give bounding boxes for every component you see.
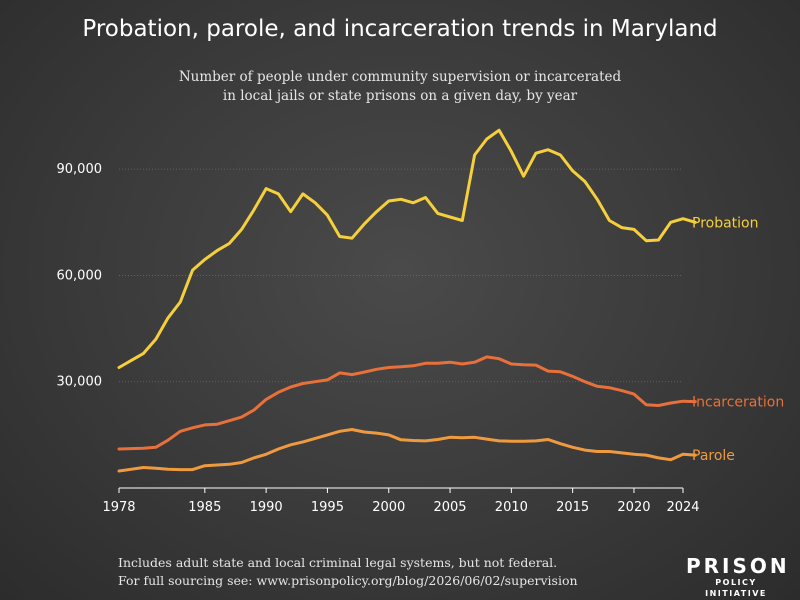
- x-tick-label: 1990: [250, 500, 283, 515]
- gridlines: [119, 168, 683, 383]
- series-line-parole: [117, 428, 697, 473]
- x-tick-label: 1985: [188, 500, 221, 515]
- series-label-incarceration: Incarceration: [692, 395, 784, 411]
- x-tick-label: 2005: [433, 500, 466, 515]
- series-line-incarceration: [117, 355, 697, 451]
- subtitle-line-1: Number of people under community supervi…: [178, 69, 622, 85]
- subtitle-line-2: in local jails or state prisons on a giv…: [222, 88, 578, 104]
- y-tick-label: 60,000: [57, 268, 103, 283]
- chart-subtitle: Number of people under community supervi…: [0, 68, 800, 106]
- footer-source: For full sourcing see: www.prisonpolicy.…: [118, 573, 578, 588]
- axes: 30,000 60,000 90,000 1978 1985 1990 1995 2000 20…: [57, 162, 700, 515]
- series-label-probation: Probation: [692, 215, 759, 231]
- x-tick-label: 2020: [617, 500, 650, 515]
- series-label-parole: Parole: [692, 448, 735, 464]
- x-tick-label: 1995: [311, 500, 344, 515]
- logo-sub-text: POLICY INITIATIVE: [705, 578, 767, 598]
- y-tick-label: 30,000: [57, 375, 103, 390]
- logo-main-text: PRISON: [686, 554, 790, 578]
- chart-title: Probation, parole, and incarceration tre…: [82, 16, 718, 42]
- series-line-probation: [117, 128, 697, 369]
- x-tick-label: 2015: [556, 500, 589, 515]
- footer-note: Includes adult state and local criminal …: [118, 555, 558, 570]
- x-tick-label: 2010: [495, 500, 528, 515]
- x-tick-label: 1978: [102, 500, 135, 515]
- y-tick-label: 90,000: [57, 162, 103, 177]
- prison-policy-logo: PRISON POLICY INITIATIVE: [686, 554, 790, 599]
- footer-notes: Includes adult state and local criminal …: [118, 554, 578, 590]
- x-tick-label: 2024: [666, 500, 699, 515]
- x-tick-label: 2000: [372, 500, 405, 515]
- series-labels: Probation Incarceration Parole: [692, 215, 784, 464]
- series-lines: [117, 128, 697, 473]
